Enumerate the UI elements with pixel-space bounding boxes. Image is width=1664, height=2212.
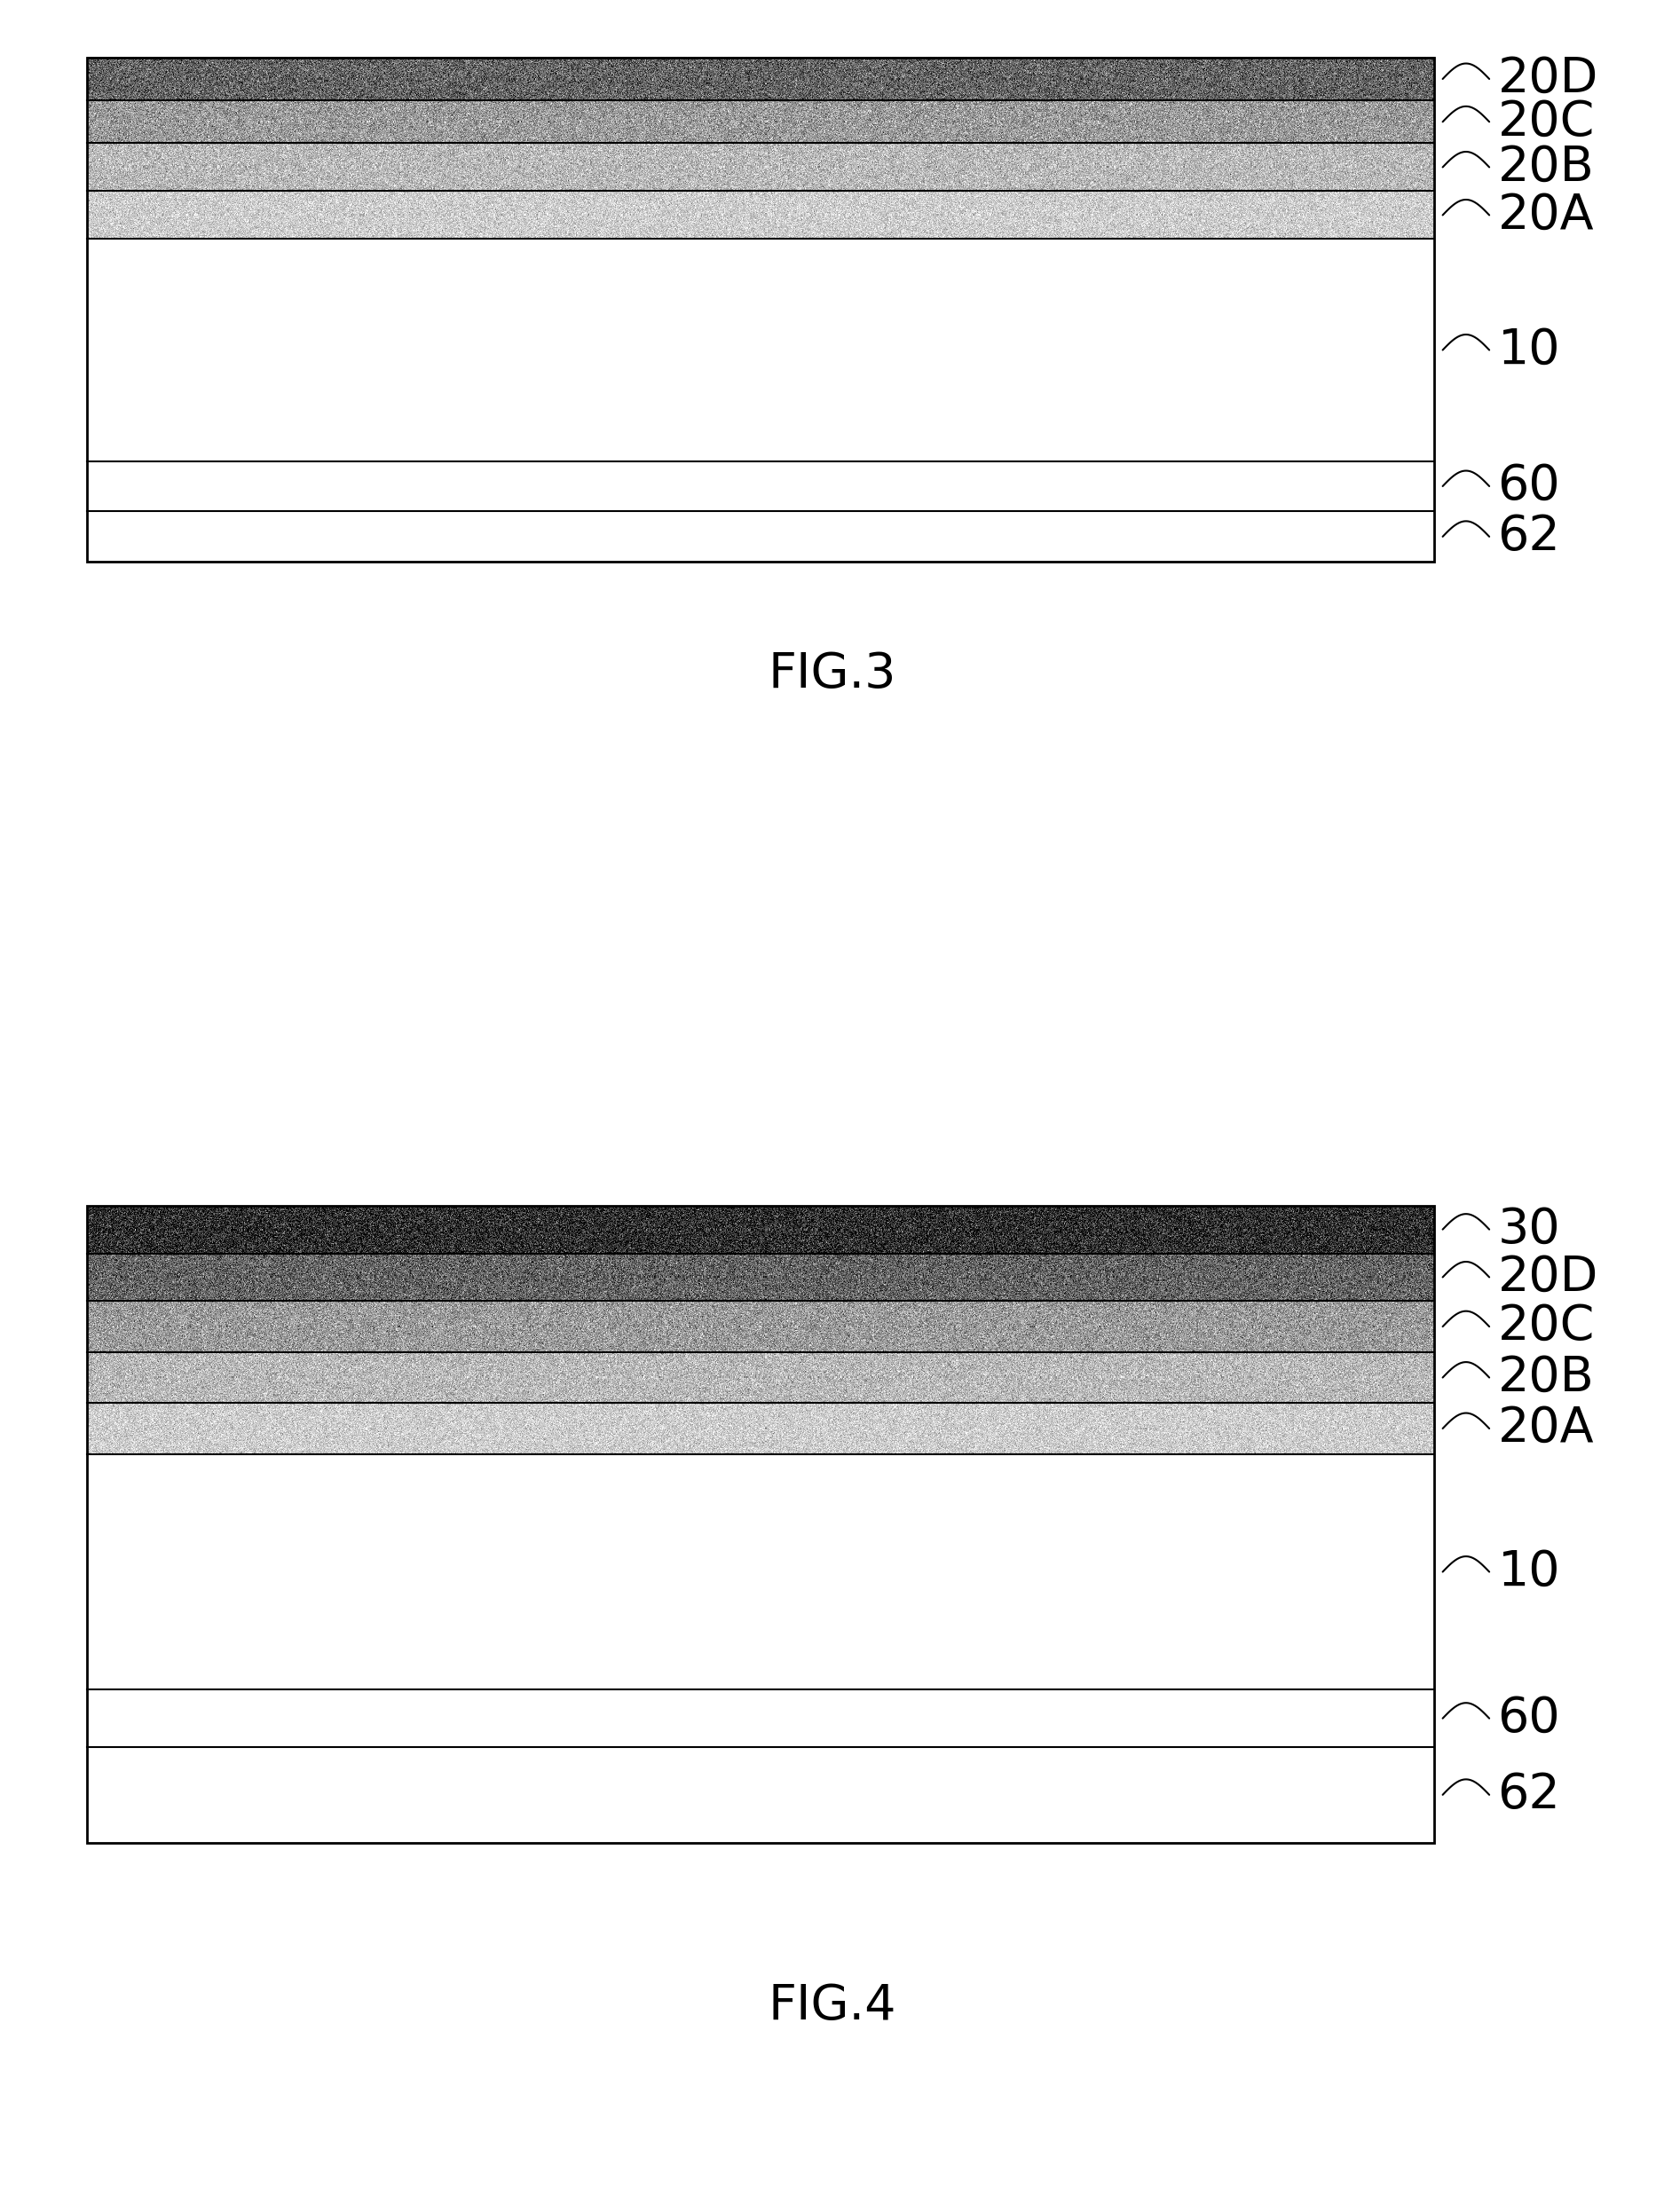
- Text: 10: 10: [1498, 325, 1561, 374]
- Text: FIG.4: FIG.4: [767, 1982, 897, 2031]
- Bar: [87, 1206, 1434, 1843]
- Bar: [87, 58, 1434, 562]
- Text: 62: 62: [1498, 513, 1561, 560]
- Text: 10: 10: [1498, 1548, 1561, 1595]
- Text: 60: 60: [1498, 1694, 1561, 1743]
- Text: FIG.3: FIG.3: [767, 650, 897, 699]
- Text: 30: 30: [1498, 1206, 1561, 1254]
- Text: 62: 62: [1498, 1772, 1561, 1818]
- Text: 20A: 20A: [1498, 190, 1594, 239]
- Text: 20C: 20C: [1498, 1303, 1594, 1352]
- Text: 60: 60: [1498, 462, 1561, 511]
- Text: 20A: 20A: [1498, 1405, 1594, 1453]
- Text: 20D: 20D: [1498, 1254, 1597, 1301]
- Text: 20D: 20D: [1498, 55, 1597, 104]
- Text: 20B: 20B: [1498, 1354, 1594, 1402]
- Text: 20B: 20B: [1498, 144, 1594, 190]
- Text: 20C: 20C: [1498, 97, 1594, 146]
